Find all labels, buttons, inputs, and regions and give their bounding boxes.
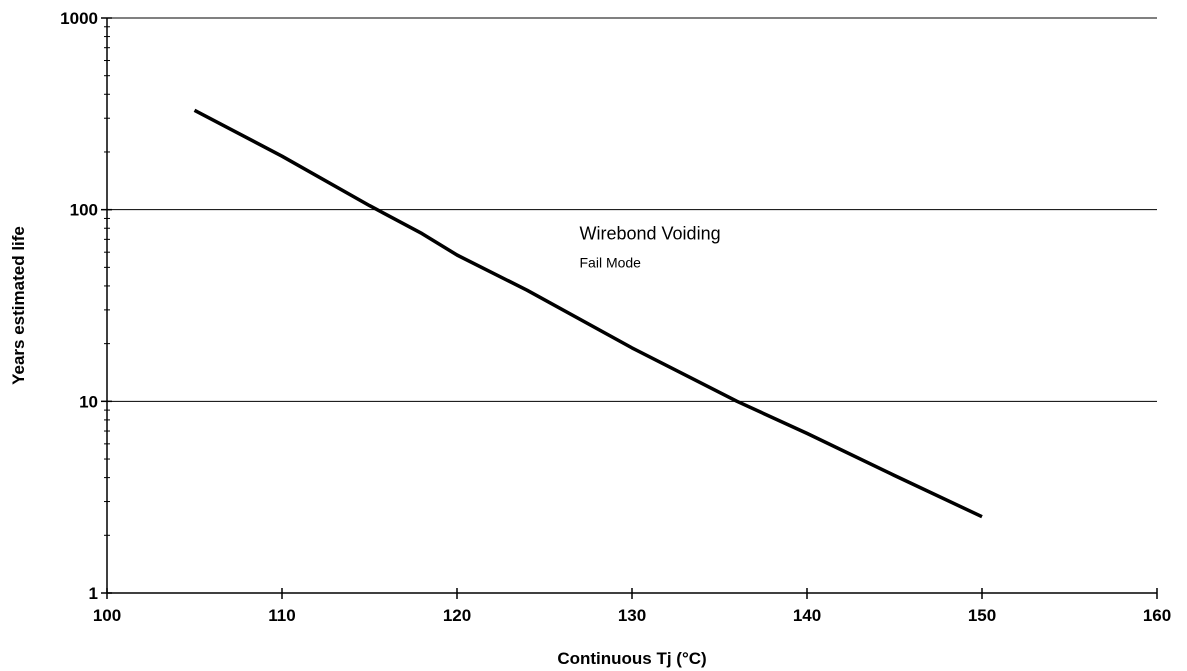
x-tick-label-110: 110 bbox=[268, 606, 295, 625]
annotation-fail-mode: Fail Mode bbox=[580, 254, 642, 270]
y-axis-title: Years estimated life bbox=[9, 226, 28, 385]
x-tick-label-140: 140 bbox=[793, 606, 821, 625]
annotation-wirebond-voiding: Wirebond Voiding bbox=[580, 223, 721, 243]
series-line-0 bbox=[193, 108, 983, 519]
y-tick-label-10: 10 bbox=[79, 392, 98, 411]
gridlines bbox=[107, 17, 1157, 402]
series-group bbox=[193, 108, 983, 519]
y-tick-label-100: 100 bbox=[70, 201, 98, 220]
y-tick-label-1: 1 bbox=[89, 584, 98, 603]
x-axis-title: Continuous Tj (°C) bbox=[557, 649, 706, 668]
x-tick-label-130: 130 bbox=[618, 606, 646, 625]
y-minor-ticks bbox=[104, 26, 110, 536]
x-tick-label-160: 160 bbox=[1143, 606, 1171, 625]
major-ticks bbox=[101, 17, 1158, 599]
x-tick-label-100: 100 bbox=[93, 606, 121, 625]
x-tick-labels: 100 110 120 130 140 150 160 bbox=[93, 606, 1171, 625]
y-tick-labels: 1 10 100 1000 bbox=[60, 9, 98, 603]
axes bbox=[106, 18, 1157, 594]
y-tick-label-1000: 1000 bbox=[60, 9, 98, 28]
x-tick-label-120: 120 bbox=[443, 606, 471, 625]
x-tick-label-150: 150 bbox=[968, 606, 996, 625]
